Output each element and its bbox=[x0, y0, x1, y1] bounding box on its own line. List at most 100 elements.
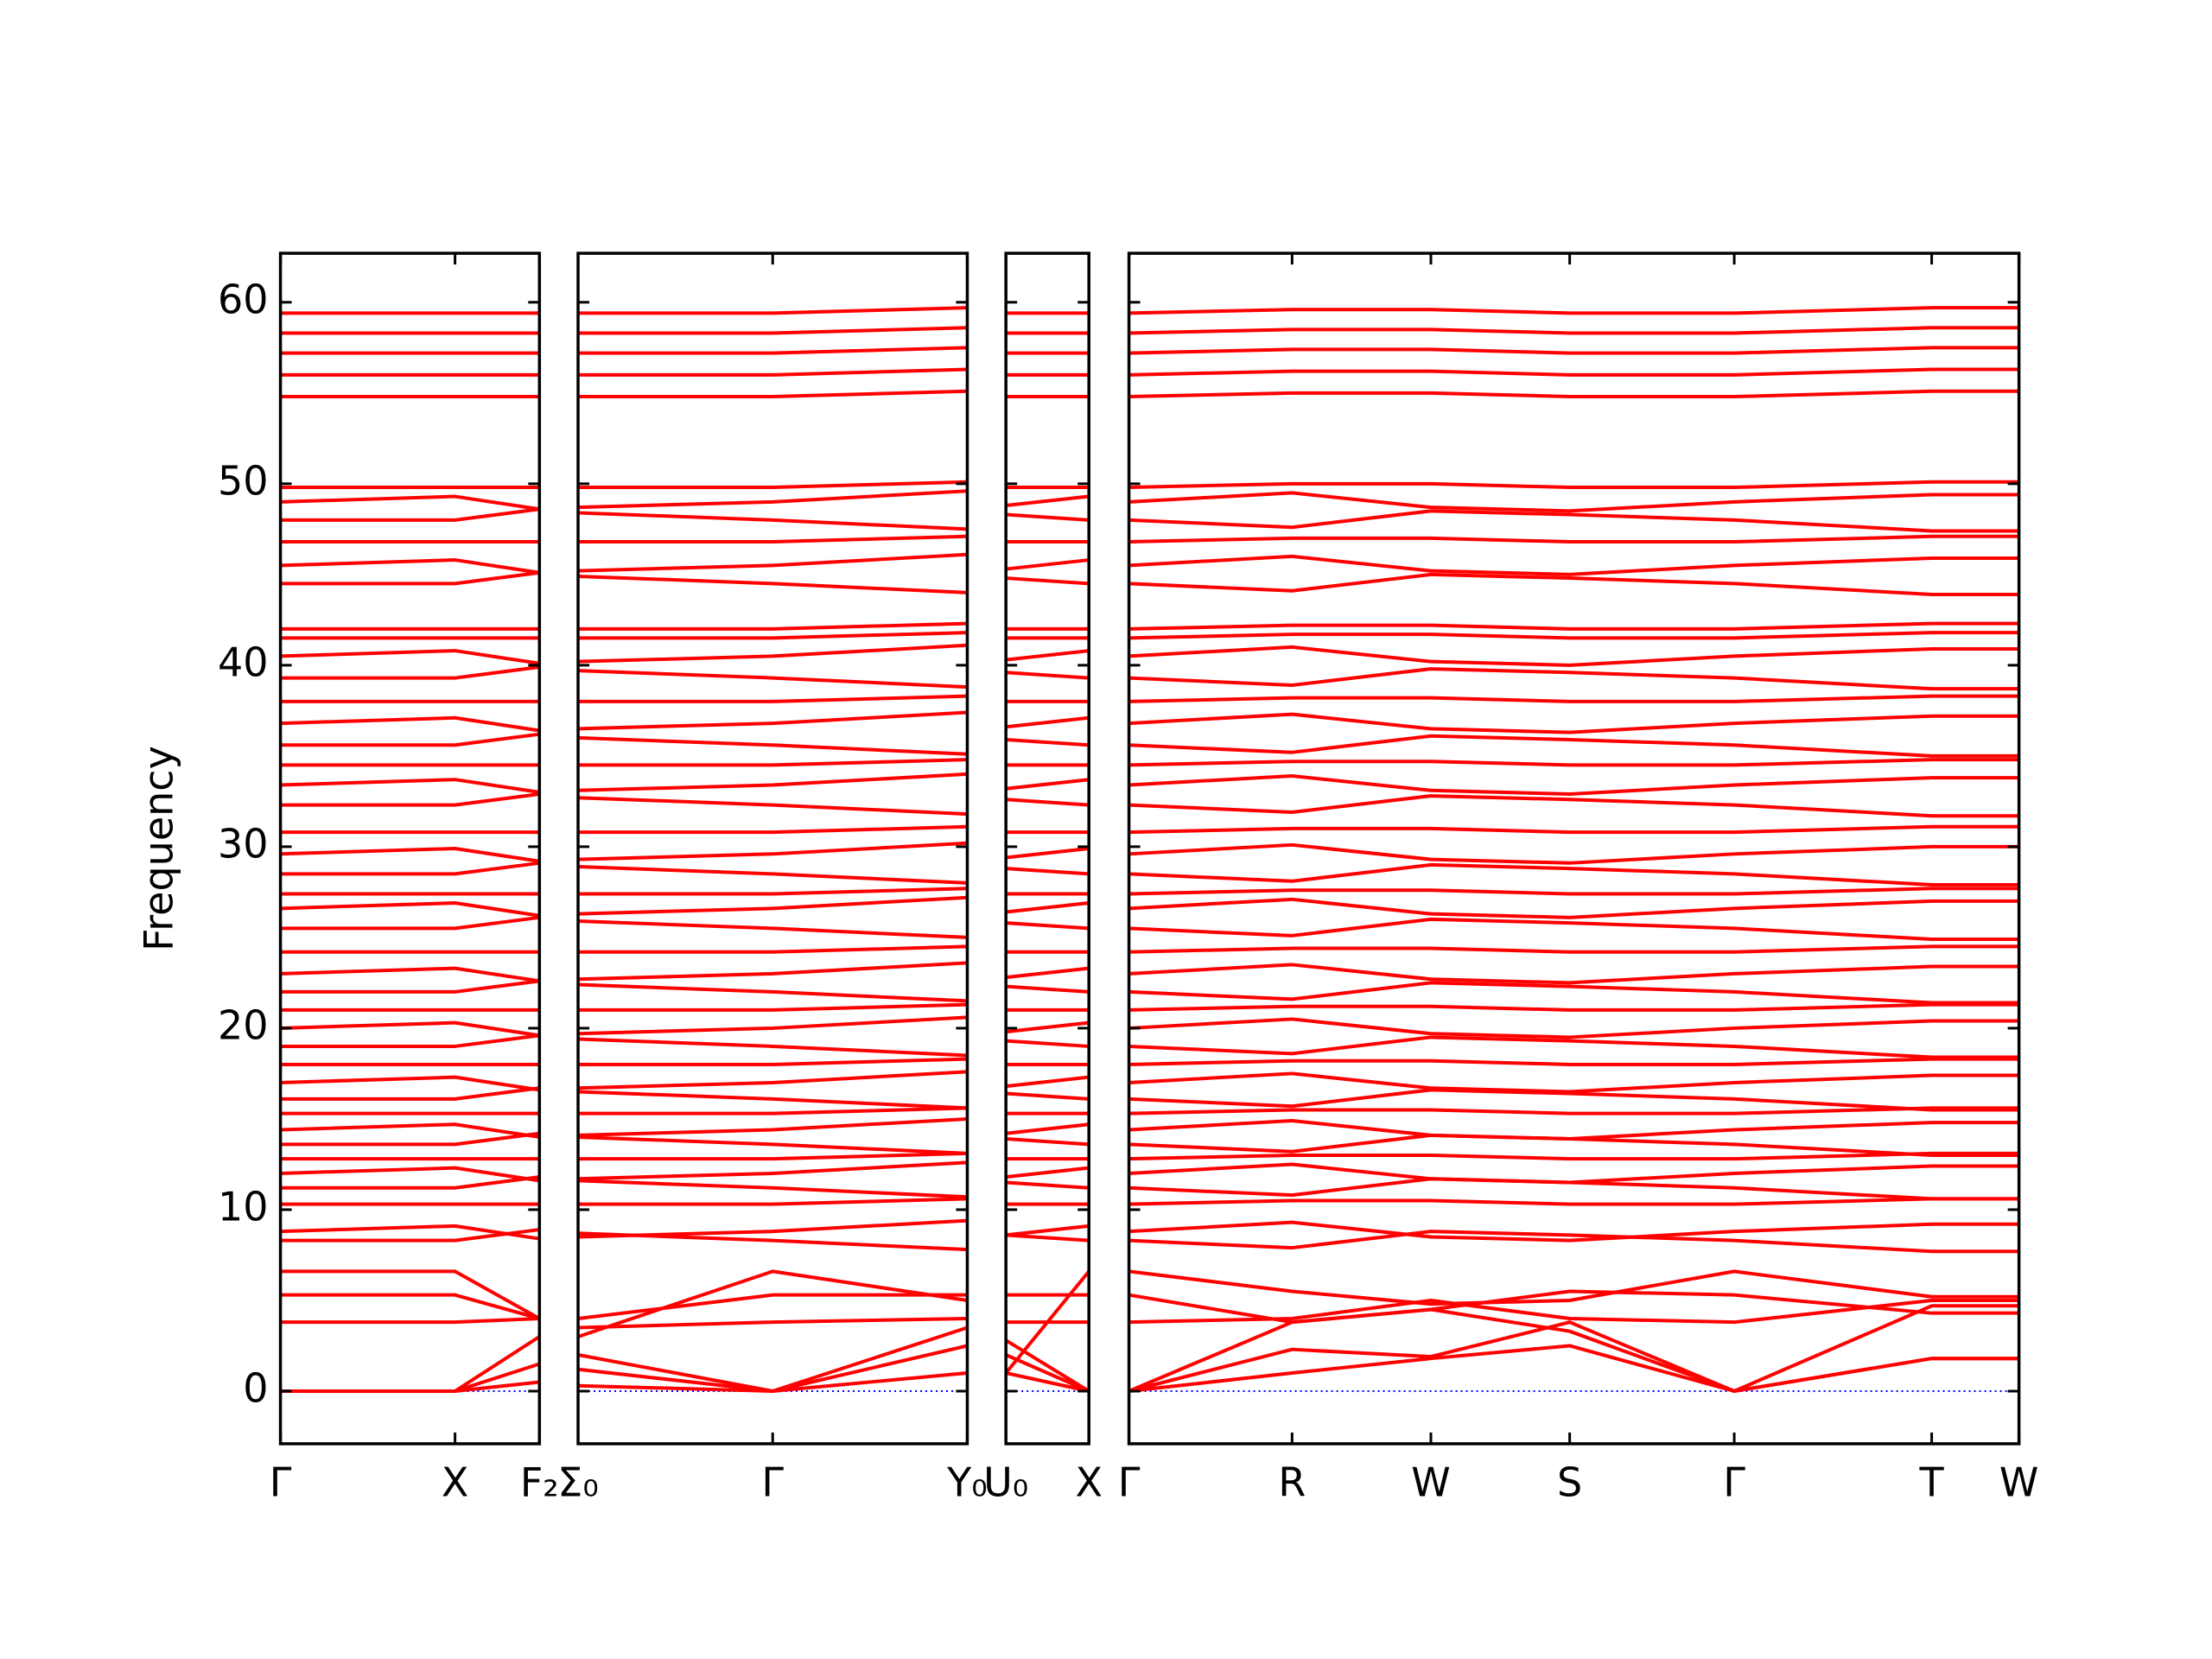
band-line bbox=[1005, 1338, 1090, 1393]
band-line bbox=[578, 694, 968, 703]
band-line bbox=[578, 306, 968, 315]
band-line bbox=[577, 982, 968, 1003]
band-line bbox=[577, 735, 968, 756]
band-line bbox=[577, 710, 968, 731]
band-line bbox=[577, 1070, 968, 1090]
y-tick-label: 30 bbox=[218, 820, 269, 867]
x-tick-label: U₀ bbox=[983, 1459, 1028, 1505]
y-tick-label: 10 bbox=[218, 1183, 269, 1230]
band-line bbox=[578, 480, 968, 490]
band-line bbox=[577, 841, 968, 861]
y-tick-label: 40 bbox=[218, 639, 269, 685]
band-line bbox=[577, 1090, 968, 1110]
band-line bbox=[1128, 1220, 2019, 1243]
y-tick-label: 0 bbox=[243, 1364, 268, 1411]
x-tick-label: X bbox=[442, 1459, 469, 1505]
band-line bbox=[280, 861, 540, 876]
band-line bbox=[280, 778, 540, 794]
band-line bbox=[578, 621, 968, 631]
band-line bbox=[280, 901, 540, 918]
band-line bbox=[280, 1131, 540, 1147]
band-line bbox=[1128, 1162, 2019, 1185]
band-line bbox=[577, 574, 968, 594]
band-line bbox=[1128, 621, 2019, 631]
band-line bbox=[1005, 649, 1090, 662]
band-line bbox=[1128, 758, 2019, 767]
band-line bbox=[280, 1166, 540, 1183]
band-line bbox=[1128, 981, 2019, 1005]
band-line bbox=[1128, 367, 2019, 377]
band-line bbox=[578, 887, 968, 896]
band-line bbox=[577, 865, 968, 885]
band-line bbox=[577, 1015, 968, 1036]
band-line bbox=[578, 1197, 968, 1206]
band-line bbox=[1128, 306, 2019, 315]
band-line bbox=[1128, 963, 2019, 985]
band-line bbox=[577, 1325, 969, 1393]
band-line bbox=[1005, 494, 1090, 508]
x-tick-label: S bbox=[1557, 1459, 1582, 1505]
panel: U₀ X bbox=[983, 251, 1103, 1505]
band-line bbox=[280, 792, 540, 807]
band-line bbox=[578, 824, 968, 835]
band-line bbox=[1128, 631, 2019, 640]
band-line bbox=[1005, 558, 1090, 571]
band-line bbox=[1128, 842, 2019, 865]
band-line bbox=[1128, 534, 2019, 544]
band-line bbox=[1005, 1122, 1090, 1135]
x-tick-label: F₂ bbox=[520, 1459, 559, 1505]
band-line bbox=[1006, 671, 1090, 680]
band-line bbox=[280, 1075, 540, 1092]
y-tick-label: 20 bbox=[218, 1001, 269, 1048]
band-line bbox=[280, 979, 540, 994]
x-tick-label: Γ bbox=[270, 1459, 292, 1505]
band-line bbox=[577, 552, 968, 573]
band-line bbox=[577, 643, 968, 664]
band-line bbox=[1006, 1137, 1090, 1147]
band-line bbox=[1128, 1289, 2019, 1325]
band-line bbox=[1128, 645, 2019, 667]
band-line bbox=[1005, 1075, 1090, 1089]
x-tick-label: Y₀ bbox=[946, 1459, 988, 1505]
band-line bbox=[1006, 1180, 1090, 1190]
plot-frame bbox=[1127, 251, 2021, 1446]
band-line bbox=[577, 1293, 968, 1320]
band-line bbox=[280, 494, 540, 512]
x-tick-label: W bbox=[1999, 1459, 2038, 1505]
band-line bbox=[577, 669, 968, 690]
band-line bbox=[280, 1316, 540, 1325]
band-line bbox=[578, 1106, 968, 1116]
band-line bbox=[1128, 887, 2019, 896]
plot-frame bbox=[278, 251, 542, 1446]
band-line bbox=[1128, 554, 2019, 576]
band-line bbox=[280, 1335, 541, 1393]
band-line bbox=[280, 1020, 540, 1038]
band-line bbox=[280, 1224, 540, 1241]
band-line bbox=[1128, 694, 2019, 703]
band-line bbox=[1128, 897, 2019, 919]
band-line bbox=[578, 534, 968, 544]
x-tick-label: Γ bbox=[761, 1459, 784, 1505]
band-line bbox=[1128, 1119, 2019, 1141]
band-line bbox=[1006, 737, 1090, 747]
band-line bbox=[280, 715, 540, 733]
band-line bbox=[1128, 712, 2019, 734]
band-line bbox=[577, 895, 968, 916]
band-line bbox=[577, 489, 968, 510]
band-line bbox=[1128, 1320, 2019, 1393]
band-line bbox=[280, 558, 540, 575]
band-line bbox=[578, 346, 968, 355]
band-line bbox=[578, 1057, 968, 1066]
y-tick-label: 60 bbox=[218, 276, 269, 322]
y-tick-label: 50 bbox=[218, 457, 269, 504]
band-line bbox=[280, 664, 540, 680]
band-line bbox=[1128, 917, 2019, 942]
band-line bbox=[577, 1179, 968, 1199]
band-line bbox=[1128, 491, 2019, 513]
band-line bbox=[280, 1293, 540, 1320]
panel: 0 10 20 30 40 50 60 Γ X F₂ Frequency bbox=[136, 251, 559, 1505]
band-line bbox=[578, 631, 968, 640]
